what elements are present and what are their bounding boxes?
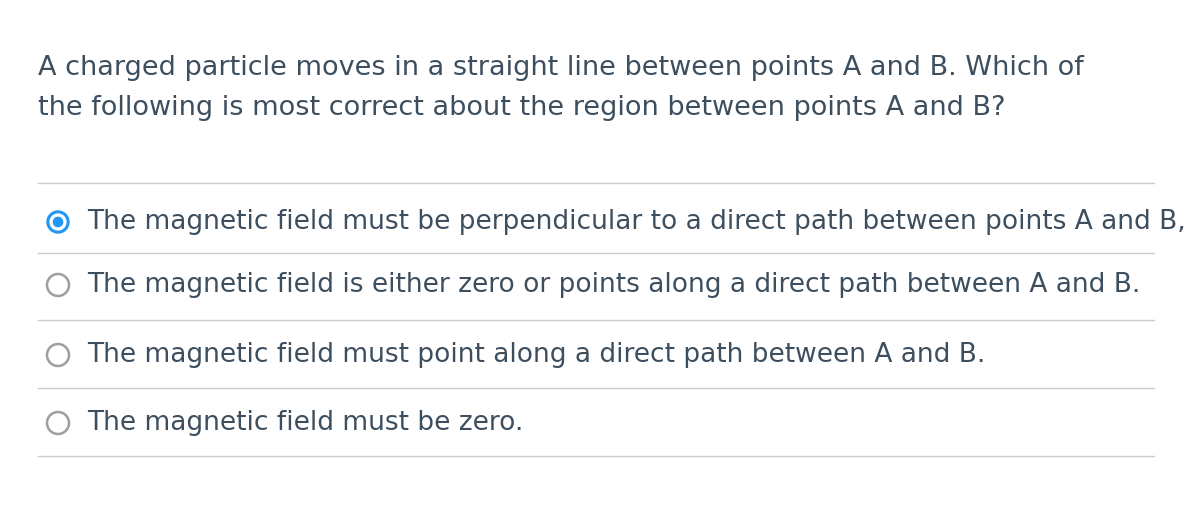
Circle shape [46, 211, 69, 233]
Circle shape [50, 214, 66, 230]
Text: A charged particle moves in a straight line between points A and B. Which of: A charged particle moves in a straight l… [38, 55, 1084, 81]
Text: The magnetic field must point along a direct path between A and B.: The magnetic field must point along a di… [87, 342, 986, 368]
Text: The magnetic field is either zero or points along a direct path between A and B.: The magnetic field is either zero or poi… [87, 272, 1141, 298]
Text: the following is most correct about the region between points A and B?: the following is most correct about the … [38, 95, 1006, 121]
Circle shape [54, 218, 63, 227]
Text: The magnetic field must be perpendicular to a direct path between points A and B: The magnetic field must be perpendicular… [87, 209, 1186, 235]
Text: The magnetic field must be zero.: The magnetic field must be zero. [87, 410, 523, 436]
